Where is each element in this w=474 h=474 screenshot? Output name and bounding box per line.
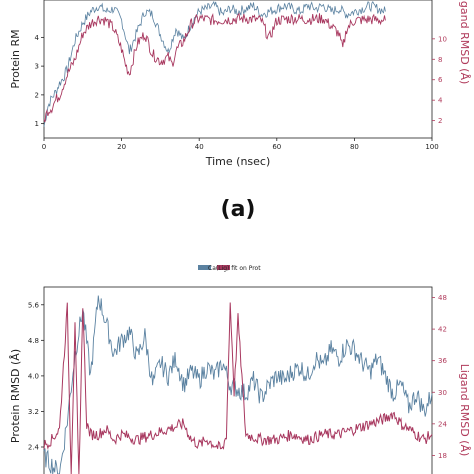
- top-axes-group: 0 20 40 60 80 100 1 2 3 4 2 4 6 8 10: [35, 34, 447, 151]
- bottom-y-left-tick-label: 3.2: [28, 408, 39, 416]
- top-xlabel: Time (nsec): [205, 155, 271, 168]
- bottom-protein-line: [43, 295, 433, 474]
- top-ylabel-left: Protein RM: [9, 29, 22, 88]
- bottom-ylabel-left: Protein RMSD (Å): [9, 349, 22, 443]
- top-y-right-tick-label: 6: [438, 76, 443, 84]
- bottom-y-left-tick-label: 4.0: [28, 372, 39, 380]
- top-x-tick-label: 100: [425, 143, 438, 151]
- bottom-y-right-tick-label: 30: [438, 389, 447, 397]
- top-ligand-line: [43, 12, 386, 123]
- bottom-plot-frame: [43, 286, 433, 474]
- bottom-y-right-tick-label: 36: [438, 357, 447, 365]
- top-x-tick-label: 20: [117, 143, 126, 151]
- top-ylabel-right: Ligand RMSD (Å): [458, 0, 471, 84]
- bottom-y-left-tick-label: 4.8: [28, 337, 39, 345]
- top-x-tick-label: 80: [350, 143, 359, 151]
- top-protein-line: [43, 0, 386, 127]
- bottom-ylabel-right: Ligand RMSD (Å): [458, 364, 471, 457]
- bottom-ligand-line: [43, 302, 433, 474]
- bottom-y-left-tick-label: 5.6: [28, 301, 40, 309]
- top-y-left-tick-label: 2: [35, 91, 39, 99]
- top-plot-frame: [43, 0, 433, 139]
- bottom-y-right-tick-label: 42: [438, 326, 447, 334]
- bottom-series-group: [43, 295, 433, 474]
- top-y-left-tick-label: 3: [35, 63, 39, 71]
- legend-swatch-protein: [198, 265, 211, 270]
- top-series-group: [43, 0, 386, 127]
- top-x-tick-label: 60: [272, 143, 281, 151]
- top-y-right-tick-label: 4: [438, 97, 443, 105]
- top-y-right-tick-label: 2: [438, 117, 442, 125]
- legend-label: Ca(Lig) fit on Prot: [208, 265, 261, 272]
- bottom-axes-group: 1.62.43.24.04.85.612182430364248: [28, 294, 448, 460]
- legend-swatch-ligand: [217, 265, 230, 270]
- bottom-y-right-tick-label: 48: [438, 294, 447, 302]
- top-y-right-tick-label: 10: [438, 35, 447, 43]
- top-x-tick-label: 0: [42, 143, 46, 151]
- top-chart: 0 20 40 60 80 100 1 2 3 4 2 4 6 8 10 Protein RM Ligand…: [9, 0, 471, 222]
- top-y-right-tick-label: 8: [438, 56, 442, 64]
- top-y-left-tick-label: 1: [35, 120, 39, 128]
- bottom-legend: Ca(Lig) fit on Prot: [198, 265, 261, 272]
- bottom-y-left-tick-label: 2.4: [28, 444, 40, 452]
- top-x-tick-label: 40: [195, 143, 204, 151]
- bottom-y-right-tick-label: 24: [438, 420, 447, 428]
- bottom-chart: Ca(Lig) fit on Prot 1.62.43.24.04.85.612…: [9, 265, 471, 474]
- panel-caption-a: (a): [221, 197, 256, 222]
- top-y-left-tick-label: 4: [35, 34, 40, 42]
- bottom-y-right-tick-label: 18: [438, 452, 447, 460]
